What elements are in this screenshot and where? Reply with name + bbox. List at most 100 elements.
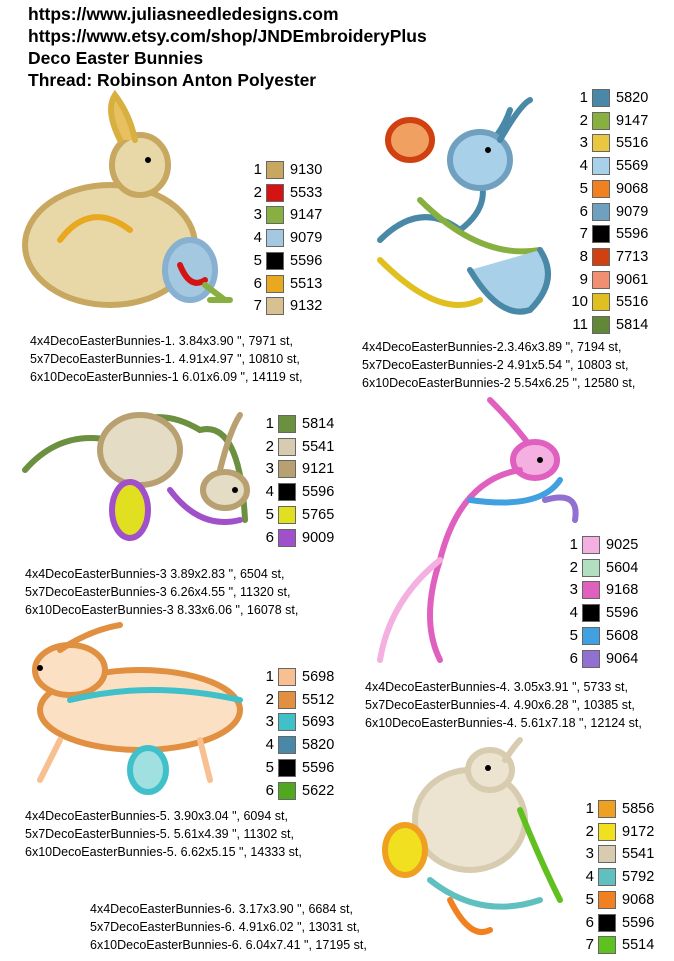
size-line: 6x10DecoEasterBunnies-4. 5.61x7.18 ", 12…: [365, 716, 642, 730]
thread-code: 5596: [302, 484, 335, 501]
thread-code: 9130: [290, 162, 323, 178]
thread-swatch: [278, 668, 296, 686]
size-line: 4x4DecoEasterBunnies-1. 3.84x3.90 ", 797…: [30, 334, 293, 348]
thread-number: 6: [265, 528, 274, 546]
thread-swatch: [592, 316, 610, 334]
thread-code: 9025: [606, 537, 639, 553]
thread-number: 1: [265, 668, 274, 685]
thread-number: 5: [569, 626, 578, 644]
thread-code: 5856: [622, 801, 655, 817]
size-line: 6x10DecoEasterBunnies-3 8.33x6.06 ", 160…: [25, 603, 299, 617]
thread-code: 5608: [606, 627, 639, 644]
size-line: 4x4DecoEasterBunnies-5. 3.90x3.04 ", 609…: [25, 809, 288, 823]
thread-swatch: [592, 89, 610, 107]
thread-code: 5814: [616, 317, 649, 333]
thread-swatch: [278, 736, 296, 755]
thread-code: 9132: [290, 298, 323, 315]
thread-swatch: [598, 822, 616, 841]
thread-code: 5541: [622, 846, 655, 863]
thread-swatch: [278, 483, 296, 502]
thread-swatch: [266, 229, 284, 248]
thread-code: 5820: [302, 737, 335, 754]
thread-swatch: [582, 626, 600, 645]
thread-code: 5693: [302, 714, 335, 731]
thread-swatch: [266, 297, 284, 316]
thread-number: 5: [265, 758, 274, 776]
thread-swatch: [592, 225, 610, 244]
thread-swatch: [598, 800, 616, 818]
thread-swatch: [592, 293, 610, 312]
thread-number: 2: [569, 558, 578, 576]
thread-code: 7713: [616, 248, 649, 265]
thread-swatch: [582, 604, 600, 623]
thread-number: 3: [265, 460, 274, 478]
thread-code: 9168: [606, 582, 639, 599]
thread-swatch: [592, 134, 610, 153]
thread-number: 3: [253, 206, 262, 224]
thread-number: 5: [585, 890, 594, 908]
thread-swatch: [266, 251, 284, 270]
thread-code: 9064: [606, 650, 639, 667]
thread-number: 2: [585, 822, 594, 840]
thread-code: 5569: [616, 158, 649, 175]
thread-number: 2: [265, 437, 274, 455]
size-line: 5x7DecoEasterBunnies-2 4.91x5.54 ", 1080…: [362, 358, 629, 372]
thread-swatch: [582, 649, 600, 668]
thread-number: 1: [585, 800, 594, 817]
thread-code: 5516: [616, 294, 649, 311]
header-line: Deco Easter Bunnies: [28, 48, 204, 68]
thread-number: 5: [579, 179, 588, 197]
thread-number: 6: [579, 202, 588, 220]
thread-code: 5516: [616, 135, 649, 152]
size-line: 5x7DecoEasterBunnies-6. 4.91x6.02 ", 130…: [90, 920, 360, 934]
thread-number: 2: [265, 690, 274, 708]
thread-swatch: [582, 536, 600, 554]
thread-number: 1: [569, 536, 578, 553]
thread-number: 3: [579, 134, 588, 152]
thread-code: 5596: [616, 226, 649, 243]
size-line: 5x7DecoEasterBunnies-3 6.26x4.55 ", 1132…: [25, 585, 291, 599]
thread-swatch: [278, 690, 296, 709]
thread-number: 6: [265, 781, 274, 799]
thread-code: 9147: [616, 112, 649, 129]
thread-number: 7: [253, 297, 262, 315]
size-line: 5x7DecoEasterBunnies-1. 4.91x4.97 ", 108…: [30, 352, 300, 366]
size-line: 6x10DecoEasterBunnies-1 6.01x6.09 ", 141…: [30, 370, 303, 384]
thread-swatch: [592, 179, 610, 198]
thread-swatch: [278, 713, 296, 732]
thread-swatch: [592, 202, 610, 221]
thread-code: 9079: [290, 230, 323, 247]
thread-number: 7: [579, 225, 588, 243]
thread-number: 5: [265, 505, 274, 523]
size-line: 6x10DecoEasterBunnies-2 5.54x6.25 ", 125…: [362, 376, 636, 390]
thread-code: 5792: [622, 869, 655, 886]
thread-swatch: [592, 157, 610, 176]
thread-number: 5: [253, 251, 262, 269]
thread-swatch: [278, 528, 296, 547]
thread-number: 1: [253, 161, 262, 178]
thread-number: 4: [265, 483, 274, 501]
size-line: 4x4DecoEasterBunnies-6. 3.17x3.90 ", 668…: [90, 902, 353, 916]
thread-swatch: [266, 274, 284, 293]
bunny-6: [382, 737, 563, 935]
header-line: https://www.juliasneedledesigns.com: [28, 4, 339, 24]
thread-number: 4: [585, 868, 594, 886]
thread-code: 9121: [302, 461, 335, 478]
thread-code: 5596: [622, 914, 655, 931]
thread-number: 4: [265, 736, 274, 754]
thread-number: 4: [569, 604, 578, 622]
size-line: 6x10DecoEasterBunnies-5. 6.62x5.15 ", 14…: [25, 845, 302, 859]
header-line: Thread: Robinson Anton Polyester: [28, 70, 317, 90]
thread-swatch: [598, 868, 616, 887]
thread-number: 6: [585, 913, 594, 931]
thread-swatch: [582, 581, 600, 600]
thread-number: 3: [265, 713, 274, 731]
bunny-5: [32, 622, 243, 795]
thread-code: 5513: [290, 275, 323, 292]
thread-number: 2: [253, 183, 262, 201]
thread-number: 2: [579, 111, 588, 129]
thread-number: 4: [579, 157, 588, 175]
thread-code: 9009: [302, 529, 335, 546]
